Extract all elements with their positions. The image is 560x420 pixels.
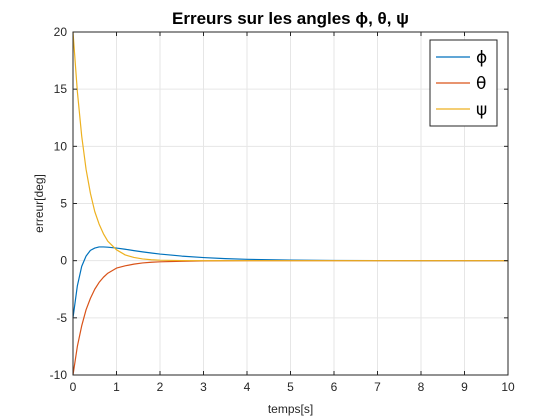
x-tick-label: 1 [113, 380, 120, 394]
x-tick-label: 5 [287, 380, 294, 394]
series-line-3 [72, 31, 508, 262]
legend-label-1: ϕ [476, 48, 487, 68]
x-tick-label: 6 [331, 380, 338, 394]
x-tick-label: 4 [244, 380, 251, 394]
y-tick-label: 5 [60, 197, 67, 211]
x-tick-label: 7 [374, 380, 381, 394]
y-tick-label: 0 [60, 254, 67, 268]
x-tick-label: 8 [418, 380, 425, 394]
legend-label-2: θ [476, 74, 486, 94]
y-ticks: -10 -5 0 5 10 15 20 [50, 25, 508, 382]
y-tick-label: -10 [50, 368, 68, 382]
series-lines [72, 31, 508, 376]
x-tick-label: 0 [70, 380, 77, 394]
chart-title: Erreurs sur les angles ϕ, θ, ψ [172, 9, 409, 28]
y-axis-label: erreur[deg] [32, 174, 46, 233]
y-tick-label: 15 [54, 82, 68, 96]
y-tick-label: -5 [56, 311, 67, 325]
y-tick-label: 10 [54, 139, 68, 153]
x-tick-label: 9 [461, 380, 468, 394]
x-tick-label: 10 [501, 380, 515, 394]
x-axis-label: temps[s] [268, 402, 313, 416]
legend: ϕθψ [429, 39, 498, 127]
x-tick-label: 2 [157, 380, 164, 394]
legend-label-3: ψ [476, 100, 487, 120]
x-tick-label: 3 [200, 380, 207, 394]
x-ticks: 0 1 2 3 4 5 6 7 8 9 10 [70, 32, 515, 394]
y-tick-label: 20 [54, 25, 68, 39]
